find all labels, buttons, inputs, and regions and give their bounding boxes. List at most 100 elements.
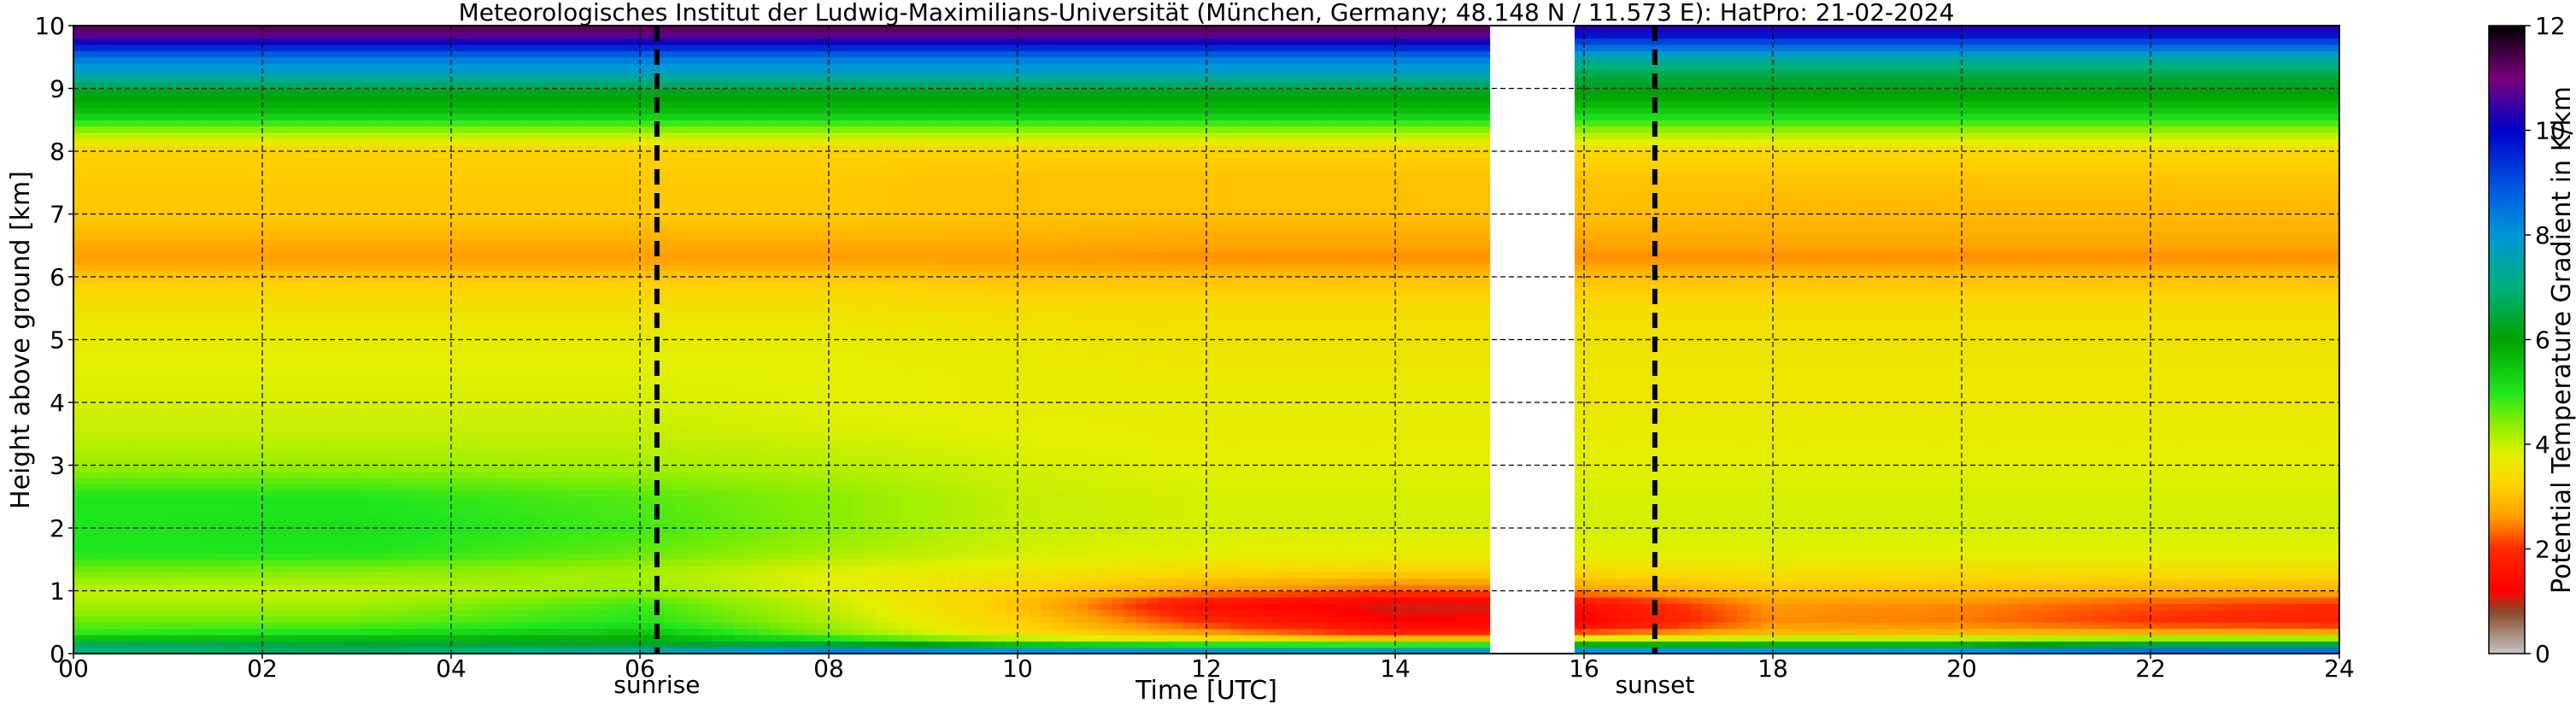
heatmap-cell [203,597,215,604]
heatmap-cell [581,378,593,384]
heatmap-cell [569,578,581,585]
heatmap-cell [498,453,510,460]
heatmap-cell [498,365,510,372]
heatmap-cell [451,591,463,598]
heatmap-cell [333,478,345,484]
heatmap-cell [534,214,546,221]
heatmap-cell [97,515,109,522]
heatmap-cell [85,164,97,171]
heatmap-cell [557,114,569,120]
heatmap-cell [628,603,640,610]
heatmap-cell [534,515,546,522]
heatmap-cell [392,346,404,353]
heatmap-cell [510,69,522,76]
heatmap-cell [73,176,85,183]
heatmap-cell [640,553,652,560]
heatmap-cell [227,189,239,196]
heatmap-cell [546,44,558,51]
heatmap-cell [380,302,392,308]
heatmap-cell [581,610,593,617]
heatmap-cell [451,352,463,359]
heatmap-cell [522,264,534,271]
heatmap-cell [439,578,451,585]
heatmap-cell [486,578,498,585]
heatmap-cell [534,541,546,548]
heatmap-cell [120,371,132,378]
heatmap-cell [333,44,345,51]
heatmap-cell [156,503,168,510]
heatmap-cell [345,283,357,290]
heatmap-cell [109,390,120,396]
heatmap-cell [652,258,664,265]
heatmap-cell [168,245,180,252]
heatmap-cell [392,641,404,648]
heatmap-cell [345,132,357,139]
heatmap-cell [109,365,120,372]
heatmap-cell [404,202,416,208]
heatmap-cell [368,346,380,353]
heatmap-cell [392,101,404,108]
heatmap-cell [321,138,333,145]
heatmap-cell [640,541,652,548]
heatmap-cell [439,340,451,347]
heatmap-cell [427,553,439,560]
heatmap-cell [628,320,640,327]
heatmap-cell [628,541,640,548]
heatmap-cell [593,151,605,158]
heatmap-cell [309,101,321,108]
heatmap-cell [73,157,85,164]
heatmap-cell [132,296,144,302]
heatmap-cell [546,578,558,585]
heatmap-cell [321,434,333,441]
heatmap-cell [451,346,463,353]
heatmap-cell [439,553,451,560]
heatmap-cell [628,290,640,296]
heatmap-cell [168,120,180,126]
heatmap-cell [97,365,109,372]
heatmap-cell [368,509,380,516]
heatmap-cell [85,264,97,271]
heatmap-cell [109,415,120,422]
heatmap-cell [605,233,617,240]
heatmap-cell [345,597,357,604]
heatmap-cell [463,635,475,642]
heatmap-cell [120,346,132,353]
heatmap-cell [546,50,558,57]
heatmap-cell [416,50,428,57]
heatmap-cell [73,402,85,409]
heatmap-cell [616,314,628,321]
heatmap-cell [640,597,652,604]
heatmap-cell [486,541,498,548]
heatmap-cell [274,415,286,422]
heatmap-cell [168,421,180,428]
heatmap-cell [593,302,605,308]
heatmap-cell [333,157,345,164]
heatmap-cell [286,114,298,120]
heatmap-cell [345,490,357,497]
heatmap-cell [605,446,617,453]
heatmap-cell [274,541,286,548]
heatmap-cell [534,245,546,252]
heatmap-cell [522,453,534,460]
heatmap-cell [227,89,239,96]
heatmap-cell [593,32,605,38]
heatmap-cell [274,277,286,284]
heatmap-cell [286,490,298,497]
heatmap-cell [380,610,392,617]
heatmap-cell [286,120,298,126]
heatmap-cell [616,629,628,636]
heatmap-cell [203,446,215,453]
heatmap-cell [557,89,569,96]
heatmap-cell [605,170,617,177]
heatmap-cell [486,114,498,120]
heatmap-cell [498,239,510,246]
heatmap-cell [132,446,144,453]
heatmap-cell [486,384,498,390]
heatmap-cell [392,384,404,390]
heatmap-cell [120,472,132,478]
heatmap-cell [297,371,309,378]
heatmap-cell [168,26,180,32]
heatmap-cell [534,365,546,372]
heatmap-cell [498,384,510,390]
heatmap-cell [616,496,628,503]
